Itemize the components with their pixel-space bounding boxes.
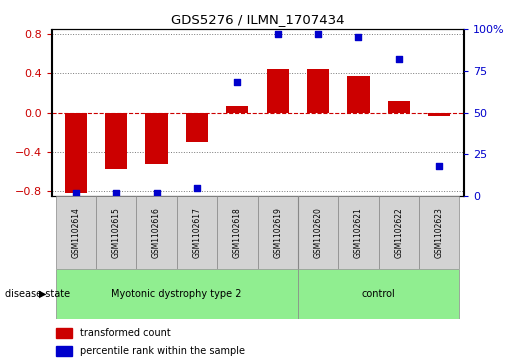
- Point: [273, 31, 282, 37]
- Bar: [186, 113, 208, 142]
- FancyBboxPatch shape: [217, 196, 258, 269]
- Point: [152, 190, 161, 196]
- FancyBboxPatch shape: [136, 196, 177, 269]
- FancyBboxPatch shape: [56, 269, 298, 319]
- Point: [112, 190, 120, 196]
- Bar: [145, 113, 167, 164]
- Point: [395, 56, 403, 62]
- Point: [193, 185, 201, 191]
- Title: GDS5276 / ILMN_1707434: GDS5276 / ILMN_1707434: [171, 13, 344, 26]
- Text: ▶: ▶: [39, 289, 46, 299]
- Text: transformed count: transformed count: [80, 328, 171, 338]
- Bar: [428, 113, 451, 117]
- Text: GSM1102623: GSM1102623: [435, 207, 444, 258]
- FancyBboxPatch shape: [298, 269, 459, 319]
- Text: GSM1102618: GSM1102618: [233, 207, 242, 258]
- Bar: [56, 328, 72, 338]
- Bar: [56, 346, 72, 356]
- Bar: [388, 101, 410, 113]
- FancyBboxPatch shape: [56, 196, 96, 269]
- FancyBboxPatch shape: [419, 196, 459, 269]
- Text: GSM1102622: GSM1102622: [394, 207, 403, 258]
- FancyBboxPatch shape: [298, 196, 338, 269]
- Text: GSM1102615: GSM1102615: [112, 207, 121, 258]
- Text: GSM1102614: GSM1102614: [71, 207, 80, 258]
- FancyBboxPatch shape: [177, 196, 217, 269]
- FancyBboxPatch shape: [258, 196, 298, 269]
- Bar: [267, 69, 289, 113]
- FancyBboxPatch shape: [338, 196, 379, 269]
- Bar: [348, 76, 370, 113]
- Text: GSM1102621: GSM1102621: [354, 207, 363, 258]
- Text: control: control: [362, 289, 396, 299]
- Point: [72, 190, 80, 196]
- Text: GSM1102619: GSM1102619: [273, 207, 282, 258]
- Bar: [307, 69, 329, 113]
- Text: GSM1102620: GSM1102620: [314, 207, 322, 258]
- Text: Myotonic dystrophy type 2: Myotonic dystrophy type 2: [111, 289, 242, 299]
- Text: GSM1102617: GSM1102617: [193, 207, 201, 258]
- Point: [354, 34, 363, 40]
- Bar: [64, 113, 87, 193]
- FancyBboxPatch shape: [379, 196, 419, 269]
- FancyBboxPatch shape: [96, 196, 136, 269]
- Point: [314, 31, 322, 37]
- Point: [435, 163, 443, 169]
- Bar: [226, 106, 248, 113]
- Point: [233, 79, 242, 85]
- Text: disease state: disease state: [5, 289, 70, 299]
- Text: percentile rank within the sample: percentile rank within the sample: [80, 346, 245, 356]
- Bar: [105, 113, 127, 170]
- Text: GSM1102616: GSM1102616: [152, 207, 161, 258]
